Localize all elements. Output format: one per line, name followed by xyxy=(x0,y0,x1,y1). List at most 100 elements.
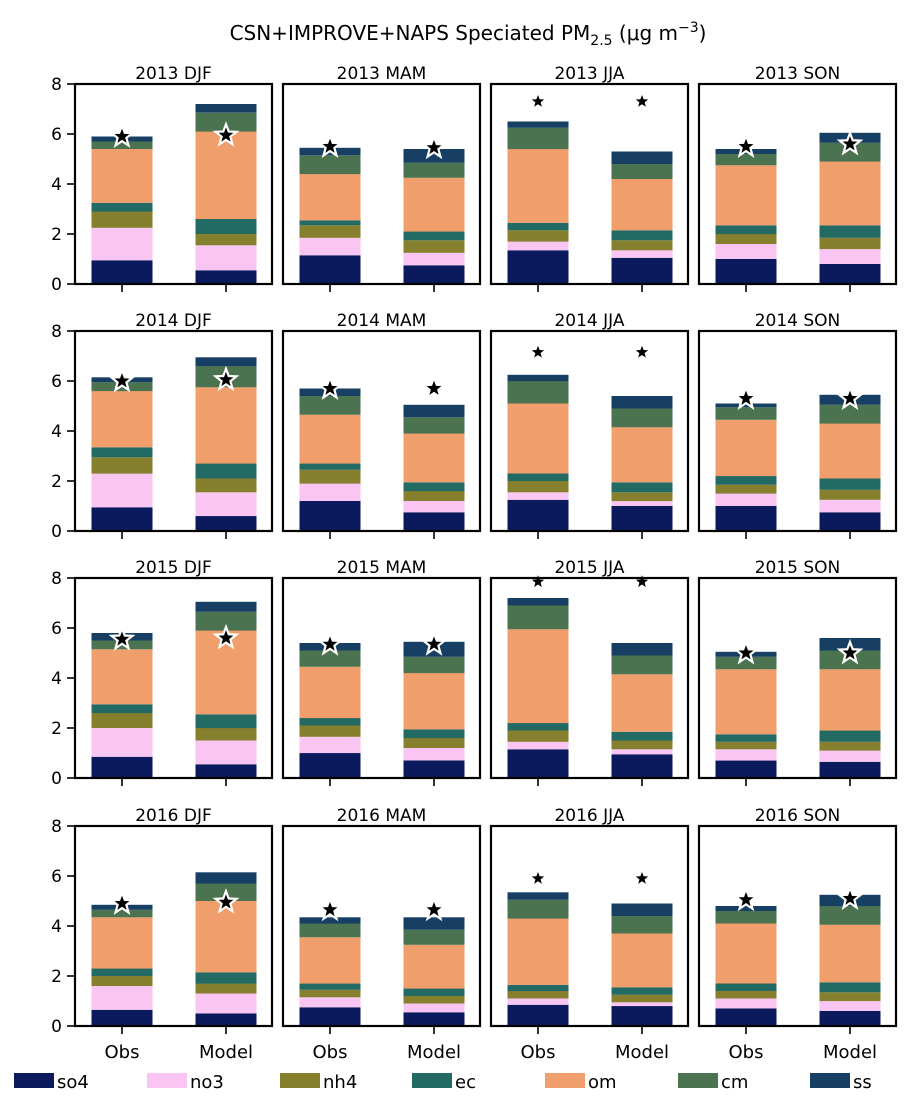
bar-segment-om xyxy=(715,669,777,735)
bar-segment-om xyxy=(819,924,881,983)
legend-label: cm xyxy=(721,1072,748,1093)
panel-frame xyxy=(697,576,898,780)
y-tick-label: 8 xyxy=(51,817,62,837)
bar-segment-cm xyxy=(715,407,777,420)
panel-title: 2013 SON xyxy=(755,64,841,84)
bar-segment-so4 xyxy=(611,257,673,285)
obs-star-marker xyxy=(732,132,760,158)
panel-title: 2013 JJA xyxy=(554,64,624,84)
bar-segment-ec xyxy=(91,968,153,976)
y-tick-label: 6 xyxy=(51,867,62,887)
x-tick-label: Model xyxy=(407,1042,461,1063)
bar-segment-no3 xyxy=(611,1002,673,1007)
panel-title: 2015 SON xyxy=(755,558,841,578)
bar-segment-ec xyxy=(299,463,361,470)
y-tick-label: 0 xyxy=(51,522,62,542)
model-stacked-bar xyxy=(195,104,257,285)
bar-segment-so4 xyxy=(91,756,153,779)
bar-segment-no3 xyxy=(299,997,361,1008)
obs-stacked-bar xyxy=(507,598,569,779)
y-tick-label: 4 xyxy=(51,422,62,442)
bar-segment-om xyxy=(507,918,569,985)
bar-segment-nh4 xyxy=(91,211,153,228)
x-tick-label: Model xyxy=(199,1042,253,1063)
panel: 2014 MAM xyxy=(281,311,482,539)
legend-label: so4 xyxy=(57,1072,89,1093)
bar-segment-cm xyxy=(819,906,881,925)
legend-swatch xyxy=(280,1073,320,1088)
bar-segment-no3 xyxy=(403,501,465,513)
bar-segment-ec xyxy=(611,230,673,241)
model-stacked-bar xyxy=(195,872,257,1026)
bar-segment-no3 xyxy=(195,492,257,517)
bar-segment-so4 xyxy=(195,764,257,779)
bar-segment-om xyxy=(299,666,361,719)
obs-star-marker xyxy=(732,384,760,410)
bar-segment-cm xyxy=(403,656,465,674)
y-tick-label: 2 xyxy=(51,472,62,492)
obs-star-marker xyxy=(316,630,344,656)
bar-segment-nh4 xyxy=(611,240,673,251)
bar-segment-nh4 xyxy=(299,225,361,238)
obs-stacked-bar xyxy=(299,643,361,778)
bar-segment-so4 xyxy=(299,753,361,778)
bar-segment-no3 xyxy=(819,499,881,513)
model-star-marker xyxy=(836,384,864,410)
bar-segment-nh4 xyxy=(91,713,153,728)
legend-label: nh4 xyxy=(323,1072,357,1093)
bar-segment-ec xyxy=(611,731,673,741)
bar-segment-nh4 xyxy=(91,457,153,474)
model-star-marker xyxy=(212,888,240,914)
panel: 2014 JJA xyxy=(489,311,690,539)
obs-stacked-bar xyxy=(507,374,569,532)
legend-item-ec: ec xyxy=(412,1072,476,1093)
panel-frame xyxy=(281,329,482,533)
panel-frame xyxy=(489,82,690,286)
bar-segment-no3 xyxy=(715,749,777,761)
bar-segment-cm xyxy=(611,164,673,179)
bar-segment-ec xyxy=(299,718,361,726)
bar-segment-so4 xyxy=(91,1009,153,1027)
bar-segment-nh4 xyxy=(819,992,881,1002)
bar-segment-nh4 xyxy=(611,994,673,1003)
panel-frame xyxy=(281,82,482,286)
bar-segment-no3 xyxy=(299,237,361,256)
bar-segment-no3 xyxy=(715,998,777,1009)
bar-segment-no3 xyxy=(507,492,569,500)
bar-segment-cm xyxy=(403,417,465,434)
bar-segment-cm xyxy=(299,396,361,415)
bar-segment-ec xyxy=(91,202,153,212)
bar-segment-om xyxy=(819,161,881,226)
model-star-marker xyxy=(212,365,240,392)
bar-segment-ss xyxy=(195,872,257,884)
y-tick-label: 4 xyxy=(51,917,62,937)
panel-title: 2015 JJA xyxy=(554,558,624,578)
panel: 2015 MAM xyxy=(281,558,482,786)
bar-segment-om xyxy=(91,149,153,203)
bar-segment-so4 xyxy=(299,501,361,531)
bar-segment-nh4 xyxy=(195,478,257,493)
bar-segment-so4 xyxy=(91,260,153,285)
legend-item-so4: so4 xyxy=(14,1072,89,1093)
model-star-marker xyxy=(635,575,649,588)
panel-frame xyxy=(697,82,898,286)
bar-segment-so4 xyxy=(507,749,569,779)
panel: 2015 SON xyxy=(697,558,898,786)
bar-segment-ss xyxy=(611,643,673,656)
bar-segment-ec xyxy=(507,473,569,481)
bar-segment-om xyxy=(611,674,673,732)
bar-segment-ec xyxy=(715,734,777,742)
model-stacked-bar xyxy=(403,404,465,532)
title-units: (μg m xyxy=(613,21,678,45)
bar-segment-cm xyxy=(611,655,673,675)
obs-stacked-bar xyxy=(715,651,777,778)
x-tick-label: Model xyxy=(615,1042,669,1063)
legend-item-nh4: nh4 xyxy=(280,1072,357,1093)
bar-segment-no3 xyxy=(611,749,673,755)
bar-segment-om xyxy=(715,419,777,477)
bar-segment-cm xyxy=(507,899,569,919)
obs-star-marker xyxy=(108,889,136,915)
bar-segment-ec xyxy=(299,220,361,226)
obs-star-marker xyxy=(531,872,545,884)
panel-grid: 2013 DJF 0 2 4 6 8 2013 MAM 2013 JJA 2013 SON 201… xyxy=(51,64,898,1063)
